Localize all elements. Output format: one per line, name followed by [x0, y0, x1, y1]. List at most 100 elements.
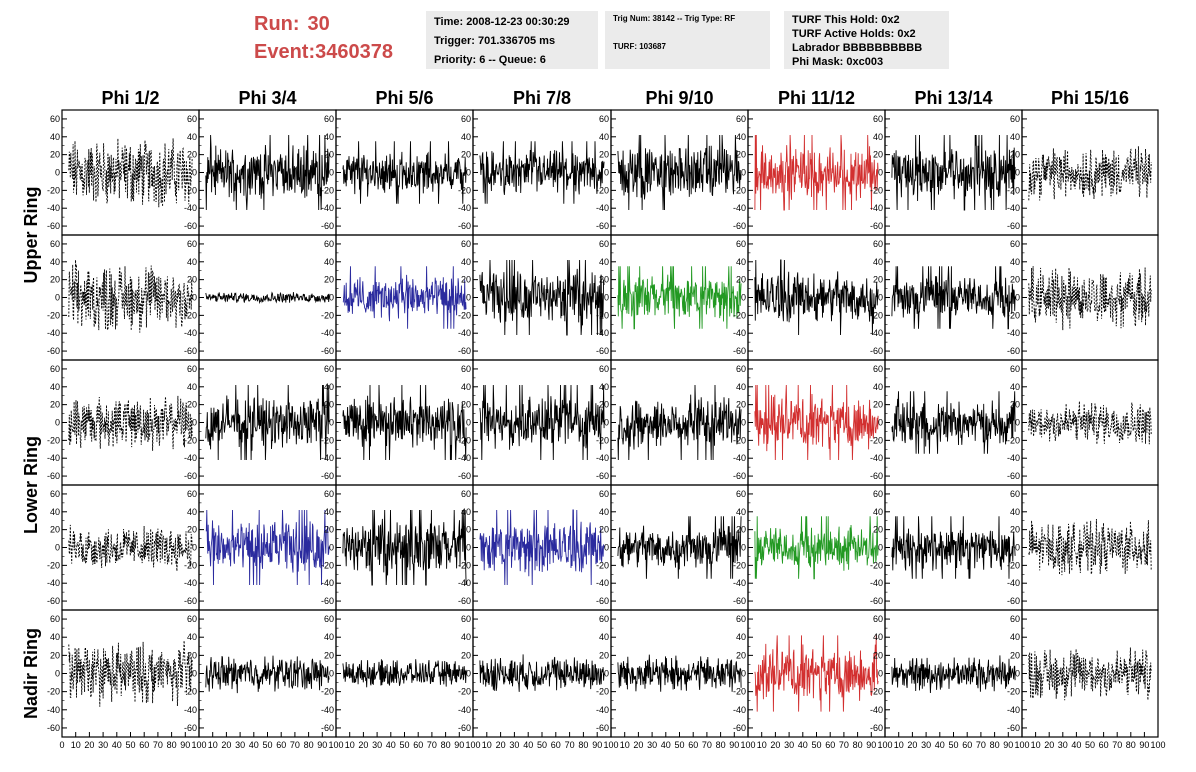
waveform-series — [479, 654, 605, 692]
y-tick-label: 60 — [873, 614, 883, 624]
y-tick-label: 20 — [50, 400, 60, 410]
x-tick-label: 10 — [894, 740, 904, 750]
waveform-series — [342, 659, 467, 688]
y-tick-label: -40 — [47, 578, 60, 588]
y-tick-label: 0 — [329, 418, 334, 428]
y-tick-label: -20 — [870, 310, 883, 320]
y-tick-label: -60 — [596, 723, 609, 733]
y-tick-label: 40 — [873, 257, 883, 267]
waveform-series — [891, 391, 1016, 454]
y-tick-label: 0 — [55, 293, 60, 303]
x-tick-label: 50 — [262, 740, 272, 750]
column-title: Phi 9/10 — [645, 88, 713, 108]
y-tick-label: -20 — [733, 185, 746, 195]
y-tick-label: 40 — [736, 632, 746, 642]
y-tick-label: -60 — [47, 346, 60, 356]
x-tick-label: 40 — [661, 740, 671, 750]
y-tick-label: -40 — [184, 705, 197, 715]
waveform-series — [754, 134, 879, 211]
x-tick-label: 80 — [441, 740, 451, 750]
y-tick-label: -20 — [184, 310, 197, 320]
x-tick-label: 70 — [153, 740, 163, 750]
y-tick-label: 40 — [50, 632, 60, 642]
y-tick-label: -60 — [733, 471, 746, 481]
y-tick-label: -40 — [184, 453, 197, 463]
turf-text: TURF: 103687 — [613, 42, 666, 51]
x-tick-label: 40 — [112, 740, 122, 750]
y-tick-label: -40 — [870, 578, 883, 588]
y-tick-label: 0 — [741, 168, 746, 178]
y-tick-label: 20 — [461, 150, 471, 160]
y-tick-label: 40 — [599, 132, 609, 142]
column-title: Phi 13/14 — [914, 88, 992, 108]
y-tick-label: 20 — [187, 650, 197, 660]
y-tick-label: -60 — [458, 471, 471, 481]
y-tick-label: 60 — [324, 364, 334, 374]
x-tick-label: 60 — [139, 740, 149, 750]
y-tick-label: -60 — [321, 346, 334, 356]
x-tick-label: 10 — [1031, 740, 1041, 750]
y-tick-label: -20 — [47, 185, 60, 195]
y-tick-label: -40 — [458, 453, 471, 463]
y-tick-label: 0 — [878, 418, 883, 428]
y-tick-label: 60 — [873, 239, 883, 249]
row-label: Lower Ring — [21, 436, 41, 534]
y-tick-label: -60 — [596, 596, 609, 606]
y-tick-label: 0 — [1015, 168, 1020, 178]
y-tick-label: 20 — [599, 400, 609, 410]
x-tick-label: 100 — [465, 740, 480, 750]
y-tick-label: -60 — [184, 346, 197, 356]
y-tick-label: -40 — [733, 328, 746, 338]
y-tick-label: 60 — [187, 114, 197, 124]
y-tick-label: -40 — [596, 328, 609, 338]
x-tick-label: 10 — [71, 740, 81, 750]
y-tick-label: 0 — [878, 293, 883, 303]
x-tick-label: 20 — [84, 740, 94, 750]
y-tick-label: -20 — [596, 310, 609, 320]
waveform-series — [205, 384, 330, 461]
y-tick-label: 0 — [466, 418, 471, 428]
waveform-series — [479, 384, 605, 461]
x-tick-label: 80 — [716, 740, 726, 750]
y-tick-label: -60 — [47, 221, 60, 231]
y-tick-label: 40 — [873, 507, 883, 517]
waveform-series — [68, 524, 193, 572]
y-tick-label: -60 — [733, 723, 746, 733]
y-tick-label: -40 — [733, 453, 746, 463]
y-tick-label: -40 — [733, 203, 746, 213]
y-tick-label: 40 — [324, 132, 334, 142]
x-tick-label: 40 — [523, 740, 533, 750]
x-tick-label: 70 — [1112, 740, 1122, 750]
y-tick-label: 20 — [736, 150, 746, 160]
y-tick-label: 20 — [1010, 275, 1020, 285]
waveform-series — [68, 259, 193, 333]
y-tick-label: -40 — [458, 705, 471, 715]
y-tick-label: 0 — [466, 168, 471, 178]
turf-this-hold-text: TURF This Hold: 0x2 — [792, 14, 900, 26]
waveform-series — [754, 516, 879, 580]
y-tick-label: -20 — [184, 435, 197, 445]
x-tick-label: 50 — [674, 740, 684, 750]
y-tick-label: 20 — [1010, 400, 1020, 410]
trig-num-text: Trig Num: 38142 -- Trig Type: RF — [613, 14, 736, 23]
y-tick-label: 0 — [55, 168, 60, 178]
y-tick-label: -20 — [1007, 185, 1020, 195]
y-tick-label: 0 — [55, 543, 60, 553]
column-title: Phi 3/4 — [238, 88, 296, 108]
waveform-series — [1028, 146, 1152, 201]
y-tick-label: 60 — [50, 239, 60, 249]
y-tick-label: -20 — [870, 185, 883, 195]
waveform-series — [68, 138, 193, 208]
x-tick-label: 10 — [482, 740, 492, 750]
y-tick-label: 40 — [599, 507, 609, 517]
y-tick-label: -60 — [184, 723, 197, 733]
y-tick-label: 0 — [192, 293, 197, 303]
y-tick-label: 40 — [873, 132, 883, 142]
x-tick-label: 20 — [358, 740, 368, 750]
y-tick-label: 0 — [1015, 293, 1020, 303]
x-tick-label: 30 — [372, 740, 382, 750]
y-tick-label: 20 — [50, 650, 60, 660]
y-tick-label: 0 — [192, 418, 197, 428]
x-tick-label: 100 — [603, 740, 618, 750]
panel-frame — [1021, 234, 1159, 361]
